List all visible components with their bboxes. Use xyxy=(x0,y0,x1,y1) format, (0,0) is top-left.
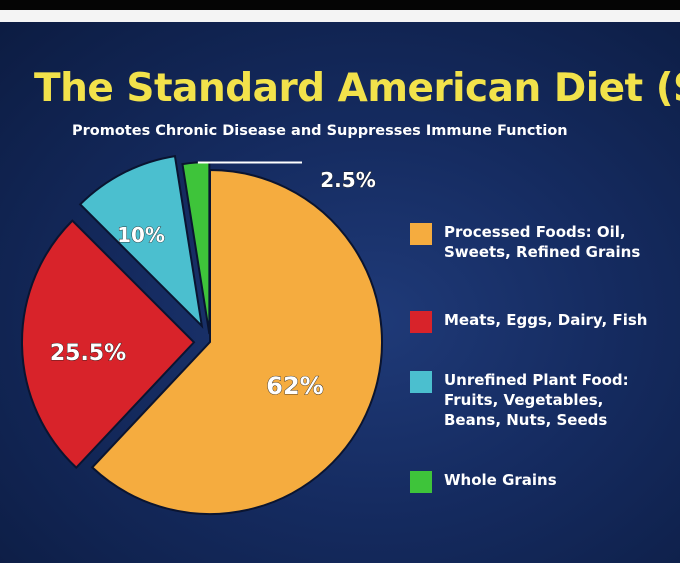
legend-label: Processed Foods: Oil, Sweets, Refined Gra… xyxy=(444,222,640,262)
legend-label-line: Sweets, Refined Grains xyxy=(444,243,641,261)
legend-item-whole-grains: Whole Grains xyxy=(410,470,680,493)
legend-label-line: Fruits, Vegetables, xyxy=(444,391,604,409)
pie-chart: 62% 25.5% 10% 2.5% xyxy=(21,154,383,515)
legend-label-line: Whole Grains xyxy=(444,471,557,489)
legend-label-line: Meats, Eggs, Dairy, Fish xyxy=(444,311,648,329)
slice-label-whole-grains: 2.5% xyxy=(320,168,375,192)
legend-swatch xyxy=(410,223,432,245)
legend-swatch xyxy=(410,311,432,333)
pie-labels: 62% 25.5% 10% 2.5% xyxy=(49,168,376,401)
legend-label: Meats, Eggs, Dairy, Fish xyxy=(444,310,647,330)
legend-label-line: Processed Foods: Oil, xyxy=(444,223,626,241)
slice-label-meats-eggs-dairy-fish: 25.5% xyxy=(50,341,126,366)
top-white-bar xyxy=(0,10,680,22)
legend-item-unrefined-plant-food: Unrefined Plant Food: Fruits, Vegetables,… xyxy=(410,370,680,430)
legend-label: Unrefined Plant Food: Fruits, Vegetables,… xyxy=(444,370,629,430)
chart-title: The Standard American Diet (SAD xyxy=(34,66,680,111)
chart-subtitle: Promotes Chronic Disease and Suppresses … xyxy=(72,123,568,139)
legend-item-meats-eggs-dairy-fish: Meats, Eggs, Dairy, Fish xyxy=(410,310,680,333)
pie-slice-processed-foods xyxy=(90,168,383,515)
legend-item-processed-foods: Processed Foods: Oil, Sweets, Refined Gra… xyxy=(410,222,680,262)
pie-slice-unrefined-plant-food xyxy=(78,154,204,329)
slice-label-unrefined-plant-food: 10% xyxy=(117,223,165,247)
legend-label: Whole Grains xyxy=(444,470,557,490)
top-black-bar xyxy=(0,0,680,10)
legend-swatch xyxy=(410,371,432,393)
slice-label-processed-foods: 62% xyxy=(266,372,323,400)
chart-slide: The Standard American Diet (SAD Promotes… xyxy=(0,22,680,563)
pie-slice-meats-eggs-dairy-fish xyxy=(21,219,196,470)
pie-slices xyxy=(21,154,383,515)
legend-label-line: Beans, Nuts, Seeds xyxy=(444,411,608,429)
legend-swatch xyxy=(410,471,432,493)
legend-label-line: Unrefined Plant Food: xyxy=(444,371,629,389)
